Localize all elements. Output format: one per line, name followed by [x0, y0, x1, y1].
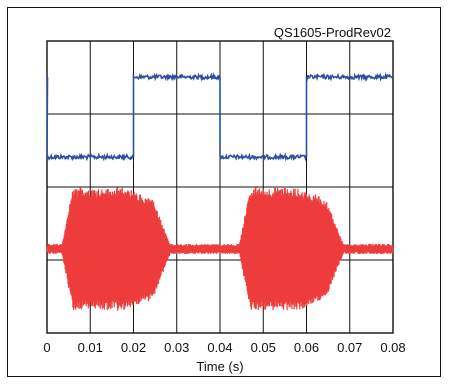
traces [46, 71, 394, 311]
x-tick-label: 0.07 [337, 340, 362, 355]
series-burst-signal [46, 187, 394, 311]
chart-frame [7, 7, 441, 377]
x-tick-label: 0.06 [294, 340, 319, 355]
x-tick-label: 0.08 [380, 340, 405, 355]
series-square-wave [46, 71, 394, 162]
x-axis-title: Time (s) [196, 359, 243, 374]
chart-title: QS1605-ProdRev02 [274, 25, 391, 40]
x-tick-label: 0.04 [207, 340, 232, 355]
x-tick-label: 0 [43, 340, 50, 355]
x-tick-label: 0.03 [164, 340, 189, 355]
x-tick-label: 0.01 [78, 340, 103, 355]
x-tick-label: 0.02 [121, 340, 146, 355]
x-tick-label: 0.05 [251, 340, 276, 355]
x-tick-labels: 0 0.01 0.02 0.03 0.04 0.05 0.06 0.07 0.08 [43, 340, 405, 355]
